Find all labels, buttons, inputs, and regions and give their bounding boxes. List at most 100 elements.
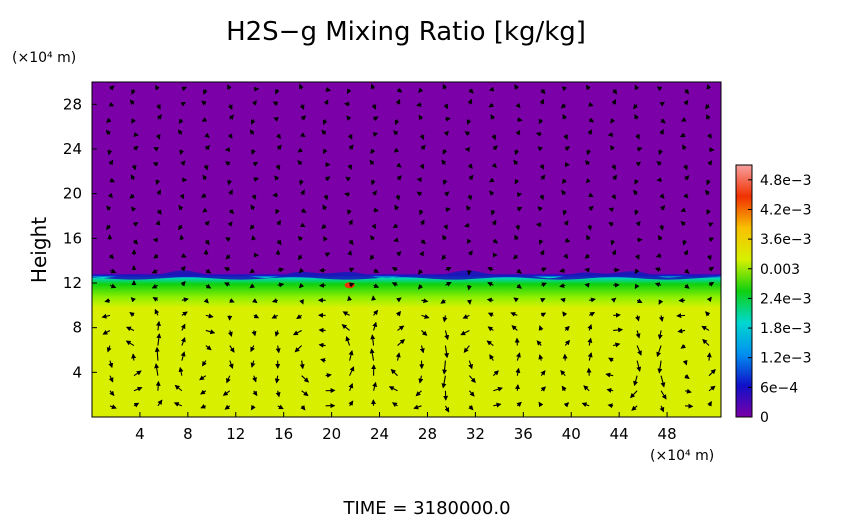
velocity-arrow bbox=[680, 343, 687, 349]
velocity-arrow bbox=[683, 99, 689, 106]
colorbar-tick-label: 2.4e−3 bbox=[760, 291, 812, 307]
velocity-arrow bbox=[108, 253, 115, 260]
velocity-arrow bbox=[373, 268, 380, 273]
velocity-arrow bbox=[181, 253, 187, 258]
velocity-arrow bbox=[561, 189, 567, 196]
velocity-arrow bbox=[130, 297, 137, 303]
velocity-arrow bbox=[342, 311, 350, 317]
velocity-arrow bbox=[108, 159, 114, 166]
velocity-arrow bbox=[706, 254, 712, 261]
velocity-arrow bbox=[515, 384, 520, 391]
velocity-arrow bbox=[276, 219, 282, 226]
velocity-arrow bbox=[684, 388, 692, 394]
velocity-arrow bbox=[515, 367, 521, 376]
velocity-arrow bbox=[156, 189, 161, 196]
velocity-arrow bbox=[228, 114, 234, 120]
velocity-arrow bbox=[180, 102, 187, 107]
velocity-arrow bbox=[395, 352, 401, 361]
velocity-arrow bbox=[228, 360, 234, 369]
velocity-arrow bbox=[659, 193, 665, 199]
velocity-arrow bbox=[154, 363, 160, 376]
velocity-arrow bbox=[515, 102, 521, 109]
velocity-arrow bbox=[133, 402, 140, 408]
x-tick-label: 20 bbox=[322, 425, 341, 443]
velocity-arrow bbox=[133, 145, 139, 151]
velocity-arrow bbox=[252, 390, 258, 397]
x-tick-label: 32 bbox=[466, 425, 485, 443]
velocity-arrow bbox=[348, 382, 354, 391]
velocity-arrow bbox=[488, 102, 495, 108]
velocity-arrow bbox=[200, 192, 207, 198]
velocity-arrow bbox=[178, 224, 183, 231]
velocity-arrow bbox=[299, 104, 305, 111]
velocity-arrow bbox=[706, 209, 711, 215]
velocity-arrow bbox=[205, 283, 212, 289]
velocity-arrow bbox=[371, 190, 378, 196]
velocity-arrow bbox=[514, 234, 519, 241]
velocity-arrow bbox=[587, 224, 592, 231]
velocity-arrow bbox=[296, 314, 302, 320]
velocity-arrow bbox=[151, 283, 159, 289]
velocity-arrow bbox=[155, 134, 161, 140]
velocity-arrow bbox=[321, 223, 327, 230]
velocity-arrow bbox=[201, 117, 208, 122]
velocity-arrow bbox=[300, 132, 306, 138]
velocity-arrow bbox=[252, 161, 259, 167]
velocity-arrow bbox=[634, 179, 639, 185]
velocity-arrow bbox=[181, 311, 188, 317]
velocity-arrow bbox=[396, 175, 402, 181]
velocity-arrow bbox=[109, 283, 117, 289]
velocity-arrow bbox=[658, 299, 664, 305]
colorbar-ticks: 0 6e−4 1.2e−3 1.8e−3 2.4e−3 0.003 3.6e−3 4.2e−3… bbox=[748, 173, 812, 426]
velocity-arrow bbox=[372, 116, 379, 122]
velocity-arrow bbox=[271, 314, 278, 319]
velocity-arrow bbox=[445, 282, 452, 287]
colorbar-tick-label: 6e−4 bbox=[760, 380, 798, 396]
velocity-arrow bbox=[541, 267, 547, 273]
velocity-arrow bbox=[632, 103, 639, 110]
velocity-arrow bbox=[535, 131, 542, 137]
velocity-arrow bbox=[325, 372, 332, 378]
x-tick-label: 4 bbox=[135, 425, 145, 443]
velocity-arrow bbox=[535, 222, 542, 228]
velocity-arrow bbox=[460, 329, 470, 336]
velocity-arrow bbox=[444, 191, 450, 197]
velocity-arrow bbox=[109, 404, 117, 410]
velocity-arrow bbox=[180, 280, 186, 287]
velocity-arrow bbox=[610, 297, 617, 303]
velocity-arrow bbox=[613, 342, 621, 348]
velocity-arrow bbox=[109, 177, 116, 183]
velocity-arrow bbox=[610, 239, 616, 246]
velocity-arrow bbox=[152, 162, 159, 167]
velocity-arrow bbox=[348, 282, 355, 288]
velocity-arrow bbox=[250, 404, 256, 411]
velocity-arrow bbox=[421, 298, 429, 304]
velocity-arrow bbox=[418, 114, 424, 121]
velocity-arrow bbox=[180, 351, 186, 361]
colorbar bbox=[735, 164, 753, 418]
velocity-arrow bbox=[373, 283, 380, 288]
velocity-arrow bbox=[611, 99, 617, 105]
velocity-arrow bbox=[276, 144, 282, 150]
velocity-arrow bbox=[488, 190, 495, 196]
velocity-arrow bbox=[155, 179, 161, 186]
colorbar-tick-label: 1.2e−3 bbox=[760, 351, 812, 367]
velocity-arrow bbox=[684, 374, 690, 379]
velocity-arrow bbox=[203, 89, 208, 95]
velocity-arrow bbox=[588, 117, 595, 123]
velocity-arrow bbox=[463, 345, 470, 353]
velocity-arrow bbox=[320, 358, 326, 363]
velocity-arrow bbox=[156, 320, 161, 331]
velocity-arrow bbox=[203, 164, 209, 171]
velocity-arrow bbox=[275, 345, 281, 354]
velocity-arrow bbox=[156, 114, 162, 120]
velocity-arrow bbox=[274, 175, 280, 181]
velocity-arrow bbox=[107, 192, 113, 199]
x-tick-label: 28 bbox=[418, 425, 437, 443]
velocity-arrow bbox=[323, 148, 328, 155]
x-tick-label: 12 bbox=[226, 425, 245, 443]
velocity-arrow bbox=[633, 189, 639, 196]
velocity-arrow bbox=[228, 189, 233, 196]
velocity-arrow bbox=[276, 239, 282, 246]
velocity-arrow bbox=[657, 360, 663, 374]
